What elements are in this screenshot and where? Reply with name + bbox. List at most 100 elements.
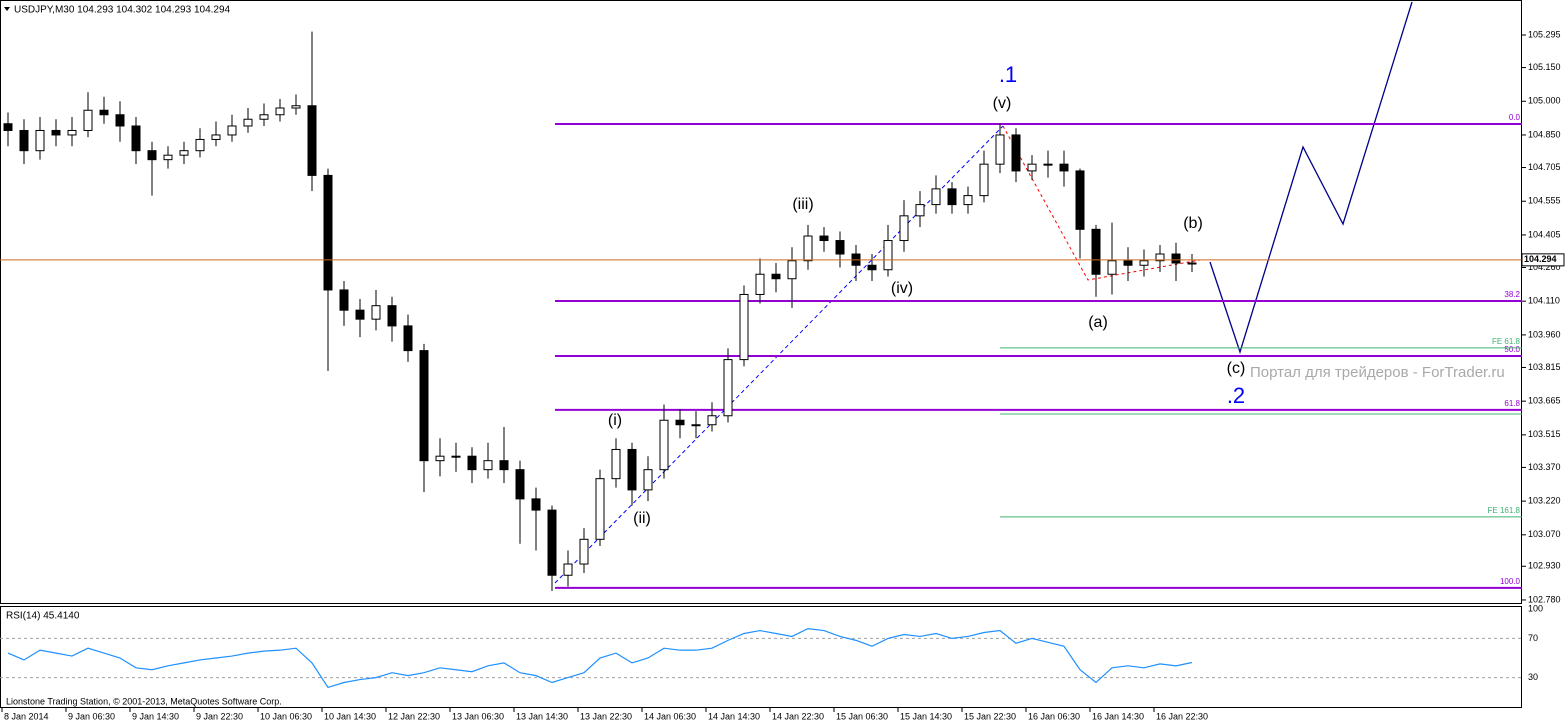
candle-body: [547, 509, 557, 576]
y-tick-label: 102.930: [1528, 561, 1561, 571]
rsi-tick-label: 70: [1528, 633, 1538, 643]
fib-label: 50.0: [1504, 345, 1520, 354]
footer: Lionstone Trading Station, © 2001-2013, …: [6, 696, 282, 706]
x-tick-label: 9 Jan 06:30: [68, 711, 115, 721]
rsi-tick-label: 100: [1528, 603, 1543, 613]
fib-label: 0.0: [1509, 113, 1521, 122]
projection-path: [1209, 1, 1413, 355]
candle-body: [643, 469, 653, 491]
candle-body: [355, 309, 365, 320]
fib-label: 38.2: [1504, 290, 1520, 299]
candle-body: [899, 215, 909, 242]
x-tick-label: 14 Jan 06:30: [644, 711, 696, 721]
watermark: Портал для трейдеров - ForTrader.ru: [1250, 364, 1505, 381]
menu-arrow: [4, 7, 10, 11]
candle-body: [403, 325, 413, 352]
candle-body: [307, 105, 317, 176]
candle-body: [659, 419, 669, 471]
candle-body: [3, 123, 13, 131]
candle-body: [499, 460, 509, 471]
y-tick-label: 103.370: [1528, 462, 1561, 472]
candle-body: [675, 419, 685, 426]
candle-body: [387, 305, 397, 327]
x-tick-label: 9 Jan 14:30: [132, 711, 179, 721]
candle-body: [99, 109, 109, 116]
candle-body: [1187, 262, 1197, 265]
candle-body: [1091, 228, 1101, 275]
candle-body: [915, 204, 925, 217]
candle-body: [947, 188, 957, 206]
candle-body: [1011, 134, 1021, 172]
x-tick-label: 10 Jan 06:30: [260, 711, 312, 721]
fe-label: FE 61.8: [1492, 337, 1521, 346]
rsi-line: [7, 627, 1193, 689]
y-tick-label: 104.110: [1528, 296, 1560, 306]
candle-body: [131, 125, 141, 152]
candle-body: [627, 448, 637, 491]
candle-body: [179, 150, 189, 156]
y-tick-label: 103.220: [1528, 495, 1561, 505]
x-tick-label: 13 Jan 22:30: [580, 711, 632, 721]
candle-body: [1059, 163, 1069, 172]
candle-body: [195, 138, 205, 152]
candle-body: [931, 188, 941, 206]
wave-label: (iii): [792, 196, 813, 213]
candle-body: [467, 455, 477, 471]
y-tick-label: 103.665: [1528, 396, 1561, 406]
wave-label: (c): [1227, 360, 1246, 377]
candle-body: [883, 240, 893, 271]
x-tick-label: 12 Jan 22:30: [388, 711, 440, 721]
candle-body: [451, 455, 461, 458]
candle-body: [371, 305, 381, 320]
candle-body: [707, 415, 717, 426]
wave-label: (a): [1088, 314, 1108, 331]
x-tick-label: 16 Jan 14:30: [1092, 711, 1144, 721]
y-tick-label: 105.295: [1528, 29, 1561, 39]
candle-body: [819, 235, 829, 242]
candle-body: [35, 129, 45, 152]
wave-trendline: [554, 125, 1004, 584]
y-tick-label: 104.705: [1528, 162, 1561, 172]
candle-body: [803, 235, 813, 262]
candle-body: [835, 240, 845, 255]
candle-body: [1155, 253, 1165, 262]
rsi-frame: [0, 606, 1522, 708]
candle-body: [979, 163, 989, 197]
candle-body: [531, 498, 541, 511]
candle-body: [275, 107, 285, 116]
price-box: [1521, 253, 1565, 267]
candle-body: [163, 154, 173, 161]
y-tick-label: 103.960: [1528, 329, 1561, 339]
x-tick-label: 8 Jan 2014: [4, 711, 49, 721]
fib-label: 61.8: [1504, 399, 1520, 408]
rsi-tick-label: 30: [1528, 672, 1538, 682]
candle-body: [787, 260, 797, 280]
candle-body: [259, 114, 269, 120]
candle-body: [579, 538, 589, 565]
candle-body: [211, 134, 221, 140]
x-tick-label: 14 Jan 14:30: [708, 711, 760, 721]
candle-body: [595, 478, 605, 540]
wave-label: .2: [1227, 383, 1245, 408]
candle-body: [1107, 260, 1117, 275]
wave-label: (i): [608, 412, 622, 429]
x-tick-label: 16 Jan 06:30: [1028, 711, 1080, 721]
y-tick-label: 103.815: [1528, 362, 1561, 372]
price-label: 104.294: [1524, 254, 1557, 264]
candle-body: [771, 273, 781, 280]
y-tick-label: 105.000: [1528, 96, 1561, 106]
candle-body: [435, 455, 445, 462]
y-tick-label: 105.150: [1528, 62, 1561, 72]
candle-body: [611, 448, 621, 480]
candle-body: [83, 109, 93, 131]
x-tick-label: 13 Jan 14:30: [516, 711, 568, 721]
rsi-title: RSI(14) 45.4140: [6, 611, 80, 622]
x-tick-label: 13 Jan 06:30: [452, 711, 504, 721]
candle-body: [51, 129, 61, 136]
x-tick-label: 9 Jan 22:30: [196, 711, 243, 721]
y-tick-label: 104.405: [1528, 229, 1561, 239]
candle-body: [115, 114, 125, 127]
y-tick-label: 104.850: [1528, 129, 1561, 139]
